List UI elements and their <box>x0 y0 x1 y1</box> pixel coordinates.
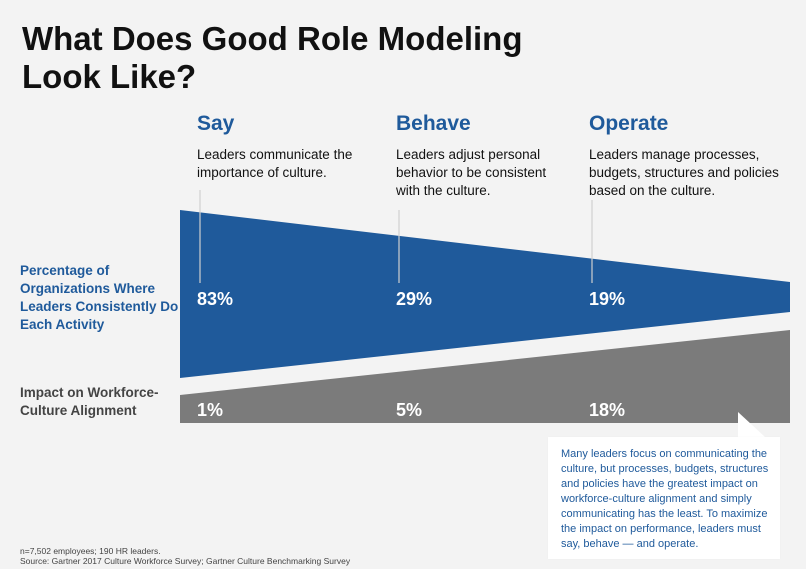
operate-heading: Operate <box>589 112 669 135</box>
say-description: Leaders communicate the importance of cu… <box>197 147 353 180</box>
behave-leaders-pct: 29% <box>396 289 433 309</box>
behave-description: Leaders adjust personal behavior to be c… <box>396 147 547 198</box>
operate-leaders-pct: 19% <box>589 289 626 309</box>
behave-heading: Behave <box>396 112 471 135</box>
impact-row-label: Impact on Workforce-Culture Alignment <box>20 385 159 418</box>
say-heading: Say <box>197 112 235 135</box>
behave-impact-pct: 5% <box>396 400 423 420</box>
footnote: n=7,502 employees; 190 HR leaders. Sourc… <box>20 546 350 566</box>
say-leaders-pct: 83% <box>197 289 234 309</box>
operate-description: Leaders manage processes, budgets, struc… <box>589 147 779 198</box>
footnote-source: Source: Gartner 2017 Culture Workforce S… <box>20 556 351 566</box>
impact-wedge <box>180 330 790 423</box>
page-title: What Does Good Role Modeling Look Like? <box>22 20 523 95</box>
footnote-sample: n=7,502 employees; 190 HR leaders. <box>20 546 161 556</box>
leaders-row-label: Percentage of Organizations Where Leader… <box>20 263 179 332</box>
callout-box: Many leaders focus on communicating the … <box>548 437 780 559</box>
leaders-wedge <box>180 210 790 378</box>
callout-pointer <box>738 412 765 437</box>
say-impact-pct: 1% <box>197 400 224 420</box>
operate-impact-pct: 18% <box>589 400 626 420</box>
